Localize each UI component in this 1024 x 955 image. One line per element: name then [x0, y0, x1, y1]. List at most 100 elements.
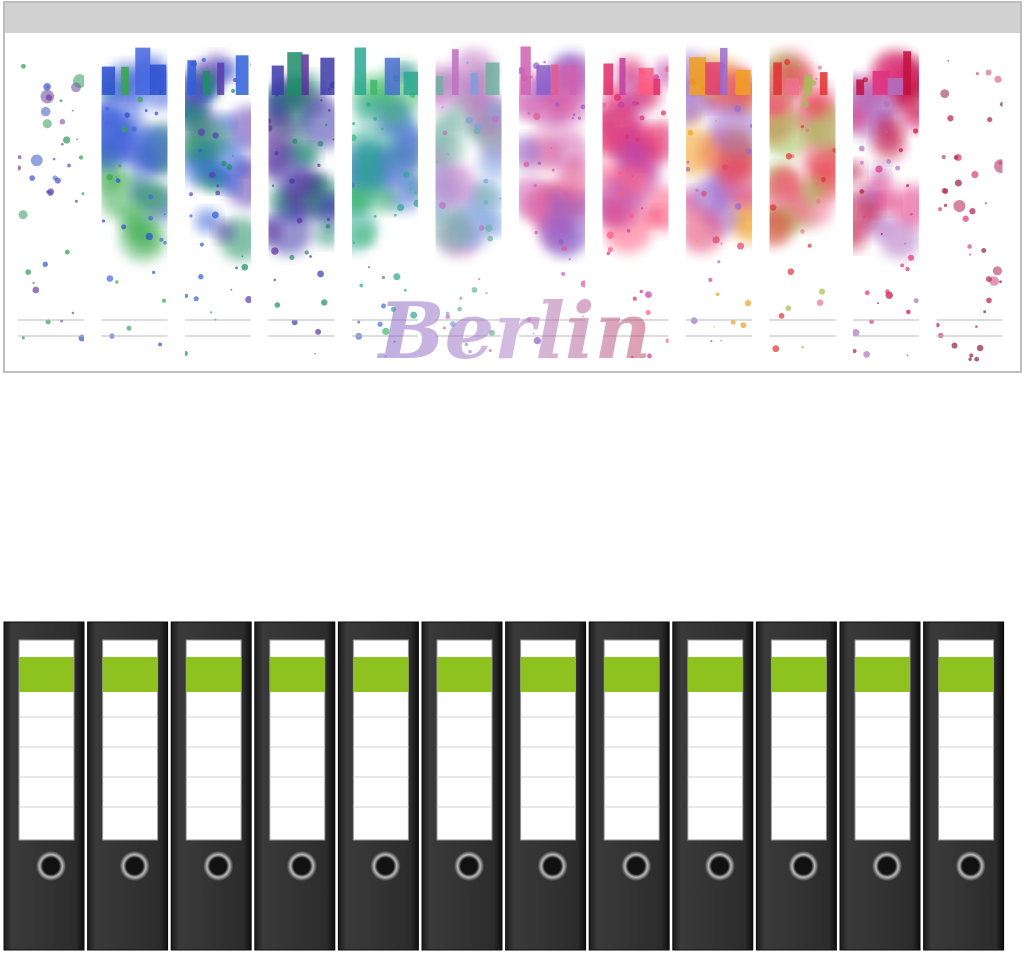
paint-drop [864, 290, 870, 296]
skyline-building [320, 57, 335, 95]
skyline-building [773, 62, 782, 95]
paint-drop [189, 214, 193, 218]
paint-drop [367, 266, 371, 269]
paint-drop [409, 187, 412, 190]
paint-drop [801, 345, 805, 349]
paint-drop [457, 306, 462, 312]
paint-drop [800, 125, 805, 129]
paint-drop [268, 118, 272, 124]
paint-drop [690, 317, 698, 324]
paint-drop [953, 155, 959, 160]
paint-drop [105, 121, 109, 125]
paint-drop [910, 212, 913, 216]
paint-drop [445, 311, 450, 315]
binder-ring-hole [621, 851, 652, 881]
paint-splash [560, 158, 585, 190]
paint-splash [953, 199, 966, 212]
binder-label-band [938, 657, 994, 692]
paint-drop [101, 219, 106, 223]
paint-splash [859, 184, 882, 208]
paint-drop [562, 191, 569, 198]
paint-drop [974, 356, 980, 362]
paint-drop [324, 123, 328, 127]
paint-drop [715, 292, 720, 297]
paint-drop [818, 288, 826, 295]
paint-drop [59, 99, 63, 103]
label-sheet [3, 1, 1022, 373]
paint-splash [353, 95, 383, 125]
paint-splash [42, 119, 52, 129]
paint-drop [906, 354, 909, 357]
binder [923, 621, 1005, 951]
paint-drop [477, 278, 481, 281]
paint-splash [382, 103, 404, 125]
paint-drop [560, 271, 566, 277]
paint-drop [816, 199, 821, 204]
paint-drop [393, 213, 397, 217]
binder [505, 621, 587, 951]
watercolor [936, 59, 1003, 362]
paint-drop [639, 289, 644, 294]
paint-drop [626, 229, 631, 233]
paint-drop [366, 102, 371, 107]
strip [519, 46, 585, 345]
paint-drop [962, 215, 969, 222]
paint-drop [78, 155, 84, 160]
skyline-building [287, 52, 303, 95]
paint-drop [572, 113, 576, 116]
paint-drop [877, 302, 879, 305]
paint-drop [817, 65, 822, 70]
paint-splash [316, 197, 335, 229]
paint-drop [321, 299, 328, 306]
paint-splash [472, 184, 497, 209]
binder-label-band [353, 657, 409, 692]
paint-drop [695, 240, 698, 243]
paint-drop [198, 148, 203, 153]
paint-drop [148, 215, 153, 221]
skyline-building [551, 64, 559, 95]
paint-drop [185, 350, 188, 357]
paint-drop [534, 230, 538, 235]
binder [3, 621, 85, 951]
paint-drop [465, 116, 474, 124]
paint-drop [938, 332, 944, 339]
paint-drop [488, 329, 495, 336]
skyline-building [785, 78, 800, 95]
paint-drop [632, 296, 637, 301]
paint-drop [289, 254, 295, 260]
paint-drop [686, 160, 690, 164]
paint-drop [785, 153, 793, 160]
paint-drop [126, 325, 132, 331]
paint-drop [241, 263, 249, 271]
watercolor [602, 56, 669, 359]
binder-label-band [269, 657, 325, 692]
paint-drop [555, 102, 560, 107]
paint-drop [749, 123, 752, 129]
binder-label-band [855, 657, 910, 692]
paint-drop [185, 293, 189, 298]
paint-drop [976, 344, 984, 352]
skyline-building [887, 78, 904, 95]
paint-drop [393, 273, 401, 281]
paint-drop [61, 142, 64, 146]
paint-drop [664, 65, 669, 73]
skyline-building [819, 72, 828, 95]
paint-drop [968, 357, 972, 362]
paint-drop [885, 289, 890, 294]
watercolor [519, 46, 585, 345]
paint-drop [800, 229, 805, 234]
paint-drop [733, 104, 742, 113]
paint-drop [410, 311, 418, 319]
paint-drop [154, 111, 159, 116]
paint-drop [71, 311, 75, 315]
paint-drop [292, 138, 298, 144]
paint-drop [209, 171, 216, 179]
paint-drop [193, 296, 199, 302]
paint-drop [785, 305, 792, 312]
paint-drop [533, 183, 537, 188]
paint-drop [875, 165, 883, 173]
paint-drop [199, 242, 204, 247]
paint-drop [325, 223, 331, 229]
paint-drop [900, 263, 905, 268]
